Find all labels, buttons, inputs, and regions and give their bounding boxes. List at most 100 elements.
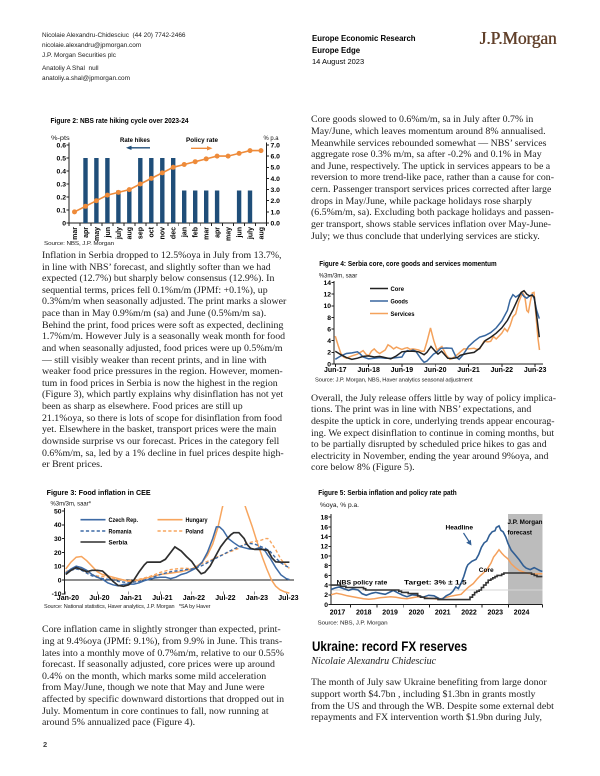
svg-text:20: 20 xyxy=(54,550,62,557)
svg-text:Jun-20: Jun-20 xyxy=(424,367,447,374)
svg-text:2021: 2021 xyxy=(435,610,451,617)
svg-text:Services: Services xyxy=(391,311,415,318)
svg-text:Jul-20: Jul-20 xyxy=(89,595,109,602)
svg-text:Jun-21: Jun-21 xyxy=(457,367,480,374)
svg-text:2019: 2019 xyxy=(382,610,398,617)
svg-text:Figure 5: Serbia inflation and: Figure 5: Serbia inflation and policy ra… xyxy=(318,488,457,497)
svg-text:2: 2 xyxy=(327,350,331,357)
svg-text:Target: 3% ± 1.5: Target: 3% ± 1.5 xyxy=(404,579,467,586)
svg-text:0.3: 0.3 xyxy=(57,181,67,188)
svg-text:0.6: 0.6 xyxy=(57,142,67,149)
svg-text:5.0: 5.0 xyxy=(271,165,281,172)
svg-text:%-pts: %-pts xyxy=(51,135,70,142)
svg-text:7.0: 7.0 xyxy=(271,142,281,149)
svg-text:6: 6 xyxy=(324,573,328,580)
svg-text:Jun-22: Jun-22 xyxy=(491,367,514,374)
svg-text:Jun-17: Jun-17 xyxy=(324,367,347,374)
svg-text:3.0: 3.0 xyxy=(271,187,281,194)
svg-text:nov: nov xyxy=(160,227,167,240)
svg-text:Jul-22: Jul-22 xyxy=(215,595,235,602)
svg-text:30: 30 xyxy=(54,536,62,543)
svg-text:16: 16 xyxy=(320,524,328,531)
svg-text:14: 14 xyxy=(320,534,328,541)
svg-text:0.4: 0.4 xyxy=(57,168,67,175)
svg-text:% p.a: % p.a xyxy=(264,135,279,142)
svg-text:18: 18 xyxy=(320,515,328,522)
svg-text:july: july xyxy=(247,227,254,240)
svg-text:8: 8 xyxy=(327,315,331,322)
svg-text:J.P. Morgan: J.P. Morgan xyxy=(508,519,543,526)
svg-text:sep: sep xyxy=(138,227,145,239)
svg-text:4: 4 xyxy=(324,583,328,590)
svg-text:may: may xyxy=(226,227,233,241)
svg-text:mar: mar xyxy=(204,227,211,240)
svg-text:%3m/3m, saar: %3m/3m, saar xyxy=(319,273,358,280)
svg-text:1.0: 1.0 xyxy=(271,209,281,216)
svg-text:%3m/3m, saar*: %3m/3m, saar* xyxy=(51,501,92,508)
svg-text:2022: 2022 xyxy=(461,610,477,617)
svg-text:10: 10 xyxy=(323,303,331,310)
svg-text:Source: J.P. Morgan, NBS, Have: Source: J.P. Morgan, NBS, Haver analytic… xyxy=(315,378,473,384)
svg-text:Jul-23: Jul-23 xyxy=(278,595,298,602)
svg-text:NBS policy rate: NBS policy rate xyxy=(337,580,388,587)
svg-text:Figure 4: Serbia core, core go: Figure 4: Serbia core, core goods and se… xyxy=(319,259,497,268)
svg-text:4.0: 4.0 xyxy=(271,176,281,183)
svg-text:Romania: Romania xyxy=(109,529,132,536)
svg-text:Goods: Goods xyxy=(391,299,409,306)
svg-text:Jan-20: Jan-20 xyxy=(57,595,79,602)
svg-text:0: 0 xyxy=(324,602,328,609)
svg-text:Jun-19: Jun-19 xyxy=(391,367,414,374)
svg-text:Czech Rep.: Czech Rep. xyxy=(109,517,139,524)
svg-text:8: 8 xyxy=(324,563,328,570)
svg-text:0: 0 xyxy=(327,361,331,368)
svg-text:Hungary: Hungary xyxy=(186,517,208,524)
svg-text:2023: 2023 xyxy=(488,610,504,617)
svg-text:12: 12 xyxy=(323,292,331,299)
svg-text:forecast: forecast xyxy=(508,530,533,537)
svg-text:10: 10 xyxy=(54,564,62,571)
svg-text:Rate hikes: Rate hikes xyxy=(120,137,150,144)
svg-text:0.1: 0.1 xyxy=(57,207,67,214)
svg-text:2024: 2024 xyxy=(514,610,530,617)
svg-text:Figure 2: NBS rate hiking cycl: Figure 2: NBS rate hiking cycle over 202… xyxy=(51,116,190,125)
svg-text:%oya, % p.a.: %oya, % p.a. xyxy=(320,502,359,509)
svg-text:july: july xyxy=(116,227,123,240)
svg-text:Jun-23: Jun-23 xyxy=(524,367,547,374)
svg-text:2020: 2020 xyxy=(409,610,425,617)
svg-text:2.0: 2.0 xyxy=(271,198,281,205)
svg-text:12: 12 xyxy=(320,544,328,551)
svg-text:Poland: Poland xyxy=(186,529,204,536)
svg-text:aug: aug xyxy=(127,227,134,239)
svg-text:Source: NBS, J.P. Morgan: Source: NBS, J.P. Morgan xyxy=(318,620,388,626)
svg-text:0: 0 xyxy=(62,220,66,227)
svg-text:apr: apr xyxy=(83,227,90,238)
svg-text:jan: jan xyxy=(182,227,189,238)
svg-text:oct: oct xyxy=(149,226,156,237)
svg-text:dec: dec xyxy=(171,227,178,239)
svg-text:6: 6 xyxy=(327,327,331,334)
svg-text:6.0: 6.0 xyxy=(271,154,281,161)
svg-text:2017: 2017 xyxy=(330,610,346,617)
svg-text:aug: aug xyxy=(258,227,265,239)
svg-text:jun: jun xyxy=(105,227,112,239)
svg-text:Jul-21: Jul-21 xyxy=(152,595,172,602)
svg-text:Core: Core xyxy=(391,286,405,293)
svg-text:Jan-23: Jan-23 xyxy=(246,595,268,602)
svg-text:4: 4 xyxy=(327,338,331,345)
svg-text:Jan-22: Jan-22 xyxy=(183,595,205,602)
svg-text:0: 0 xyxy=(58,577,62,584)
svg-text:0.0: 0.0 xyxy=(271,220,281,227)
svg-text:Headline: Headline xyxy=(446,525,474,532)
svg-text:Core: Core xyxy=(479,567,494,574)
svg-text:Source: National statistics, H: Source: National statistics, Haver analy… xyxy=(44,604,211,610)
svg-text:Figure 3: Food inflation in CE: Figure 3: Food inflation in CEE xyxy=(47,488,151,497)
svg-text:Jan-21: Jan-21 xyxy=(120,595,142,602)
svg-text:apr: apr xyxy=(215,227,222,238)
svg-text:2018: 2018 xyxy=(356,610,372,617)
svg-text:Policy rate: Policy rate xyxy=(186,137,218,144)
svg-text:50: 50 xyxy=(54,508,62,515)
svg-text:-10: -10 xyxy=(52,591,62,598)
svg-text:0.5: 0.5 xyxy=(57,155,67,162)
svg-text:may: may xyxy=(94,227,101,241)
svg-text:Source: NBS, J.P. Morgan: Source: NBS, J.P. Morgan xyxy=(44,241,114,247)
